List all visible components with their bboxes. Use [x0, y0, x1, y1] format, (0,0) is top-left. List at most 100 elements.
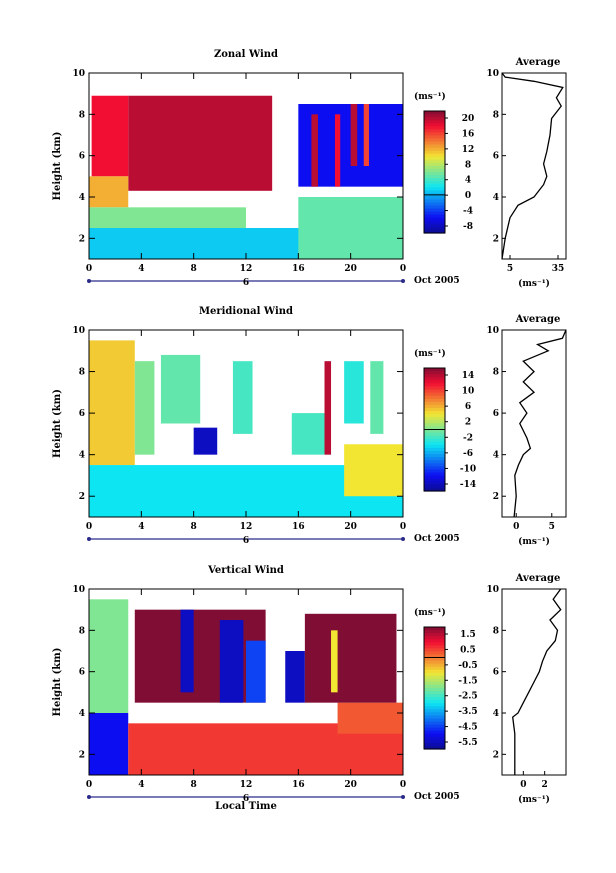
data-region-0	[89, 340, 135, 466]
x-tick-label: 4	[138, 264, 144, 274]
date-label: Oct 2005	[414, 534, 460, 544]
colorbar-segment	[424, 451, 445, 455]
colorbar-segment	[424, 132, 445, 136]
day-marker: 6	[243, 536, 249, 546]
colorbar-segment	[424, 472, 445, 477]
colorbar-segment	[424, 639, 445, 643]
y-tick-label: 8	[79, 110, 85, 120]
colorbar-segment	[424, 484, 445, 489]
colorbar-segment	[424, 681, 445, 686]
y-tick-label: 10	[72, 585, 85, 595]
data-region-2	[89, 176, 129, 208]
colorbar-segment	[424, 411, 445, 415]
colorbar-segment	[424, 202, 445, 207]
colorbar-segment	[424, 172, 445, 176]
colorbar-segment	[424, 694, 445, 698]
colorbar-segment	[424, 144, 445, 149]
x-tick-label: 0	[86, 264, 92, 274]
x-tick-label: 12	[240, 522, 253, 532]
colorbar-segment	[424, 168, 445, 173]
colorbar-segment	[424, 162, 445, 167]
colorbar-tick-label: 1.5	[460, 630, 476, 640]
colorbar-segment	[424, 460, 445, 464]
colorbar-segment	[424, 657, 445, 662]
day-span-end	[401, 537, 405, 541]
colorbar-tick-label: -0.5	[458, 661, 477, 671]
average-x-axis-label: (ms⁻¹)	[518, 278, 550, 289]
colorbar-tick-label: -8	[463, 222, 473, 232]
colorbar-segment	[424, 697, 445, 701]
colorbar-segment	[424, 441, 445, 446]
colorbar-segment	[424, 447, 445, 452]
y-tick-label: 6	[79, 668, 85, 678]
colorbar-segment	[424, 199, 445, 204]
panel-1: Meridional Wind 2 4 6 8 10 Height (km) 0 4 8 12 16 2…	[52, 306, 567, 547]
data-region-7	[311, 114, 318, 187]
colorbar-segment	[424, 435, 445, 440]
colorbar-segment	[424, 481, 445, 486]
colorbar-segment	[424, 123, 445, 127]
colorbar-segment	[424, 205, 445, 210]
colorbar-segment	[424, 368, 445, 372]
data-region-2	[134, 361, 155, 455]
colorbar-segment	[424, 663, 445, 668]
x-tick-label: 12	[240, 264, 253, 274]
colorbar-segment	[424, 374, 445, 378]
x-tick-label: 0	[86, 780, 92, 790]
colorbar-segment	[424, 466, 445, 471]
average-title: Average	[515, 57, 561, 68]
colorbar-segment	[424, 736, 445, 741]
average-profile-line	[501, 72, 564, 260]
y-tick-label: 10	[72, 69, 85, 79]
colorbar-segment	[424, 229, 445, 234]
colorbar-segment	[424, 642, 445, 646]
y-axis-label: Height (km)	[52, 389, 63, 458]
data-region-9	[350, 104, 358, 166]
data-region-9	[370, 361, 384, 434]
colorbar-segment	[424, 684, 445, 689]
colorbar-tick-label: -2	[463, 433, 473, 443]
data-region-3	[337, 702, 403, 734]
y-tick-label: 2	[79, 234, 85, 244]
average-x-tick-label: 2	[542, 780, 548, 790]
colorbar-segment	[424, 414, 445, 418]
data-region-6	[219, 620, 244, 703]
average-x-tick-label: 35	[552, 264, 565, 274]
average-y-tick-label: 4	[493, 193, 499, 203]
colorbar-segment	[424, 407, 445, 412]
colorbar-segment	[424, 678, 445, 683]
y-tick-label: 2	[79, 750, 85, 760]
data-region-7	[324, 361, 332, 455]
colorbar-tick-label: 16	[462, 129, 475, 139]
colorbar-segment	[424, 636, 445, 640]
colorbar-segment	[424, 175, 445, 179]
average-y-tick-label: 8	[493, 626, 499, 636]
colorbar-tick-label: -4.5	[458, 723, 477, 733]
data-region-8	[285, 651, 305, 703]
day-marker: 6	[243, 794, 249, 804]
colorbar-segment	[424, 184, 445, 188]
colorbar-segment	[424, 156, 445, 161]
y-tick-label: 2	[79, 492, 85, 502]
average-y-tick-label: 2	[493, 750, 499, 760]
colorbar-segment	[424, 150, 445, 155]
colorbar-segment	[424, 389, 445, 394]
colorbar-segment	[424, 392, 445, 397]
average-frame	[501, 588, 567, 776]
colorbar-segment	[424, 138, 445, 143]
data-region-5	[232, 361, 253, 434]
colorbar-segment	[424, 651, 445, 656]
colorbar-segment	[424, 688, 445, 692]
average-y-tick-label: 10	[486, 326, 499, 336]
y-tick-label: 6	[79, 152, 85, 162]
y-tick-label: 8	[79, 626, 85, 636]
average-frame	[501, 329, 567, 518]
average-y-tick-label: 8	[493, 110, 499, 120]
colorbar-tick-label: 12	[462, 145, 475, 155]
average-x-tick-label: 5	[507, 264, 513, 274]
data-region-7	[246, 640, 266, 703]
average-frame	[501, 72, 567, 260]
data-region-5	[298, 197, 403, 259]
